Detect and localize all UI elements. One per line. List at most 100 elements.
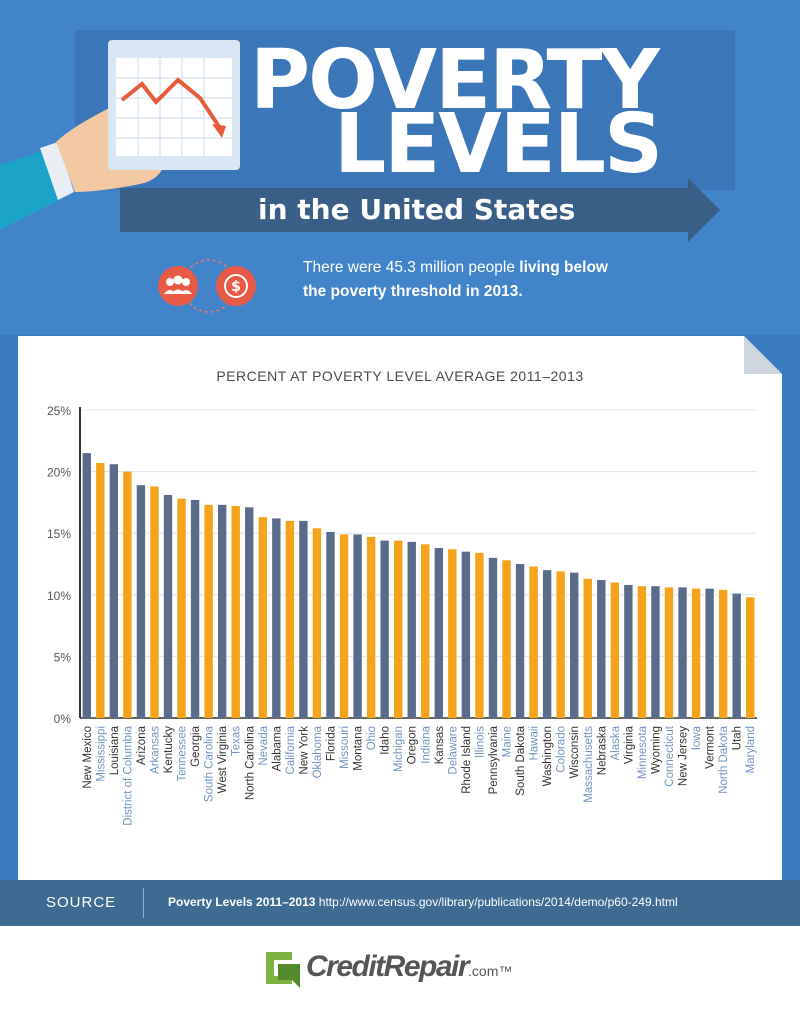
x-tick-label: Florida: [325, 725, 337, 761]
bar: [190, 499, 200, 718]
x-tick-label: Idaho: [380, 726, 392, 755]
x-tick-label: Virginia: [623, 725, 635, 764]
x-tick-label: North Dakota: [718, 725, 730, 793]
bar: [529, 566, 538, 718]
source-title: Poverty Levels 2011–2013: [168, 895, 316, 909]
x-tick-label: Alaska: [610, 725, 622, 760]
x-tick-label: West Virginia: [217, 725, 229, 793]
x-tick-label: Vermont: [705, 725, 717, 769]
bar: [583, 578, 592, 718]
bar: [678, 587, 687, 718]
bar: [624, 584, 633, 718]
page-subtitle: in the United States: [258, 193, 576, 226]
x-tick-label: Rhode Island: [461, 726, 473, 794]
people-group-icon: $: [158, 259, 256, 313]
bar: [597, 580, 606, 718]
y-tick-label: 15%: [47, 527, 71, 541]
bar: [570, 572, 579, 718]
x-tick-label: Delaware: [447, 726, 459, 775]
x-tick-label: Colorado: [556, 726, 568, 773]
bar: [488, 557, 498, 718]
y-tick-label: 5%: [54, 650, 72, 664]
bar: [96, 462, 105, 718]
bar: [718, 589, 728, 718]
bar: [421, 544, 430, 718]
bar: [353, 534, 362, 718]
page-title-line2: LEVELS: [334, 97, 663, 192]
poverty-stat-text: There were 45.3 million people living be…: [303, 259, 608, 300]
x-tick-label: Wisconsin: [569, 726, 581, 778]
bar: [542, 570, 552, 718]
bar: [610, 582, 620, 718]
x-tick-label: Maine: [502, 726, 514, 757]
poverty-bar-chart: 0% 5% 10% 15% 20% 25% New Mexico Mississippi Lou…: [47, 404, 757, 826]
x-tick-label: Kentucky: [163, 726, 175, 774]
bar: [150, 486, 159, 718]
bar: [434, 547, 444, 718]
y-tick-label: 20%: [47, 466, 71, 480]
bar: [556, 571, 565, 718]
bar: [163, 495, 173, 718]
bar: [366, 536, 376, 718]
x-tick-label: Nevada: [258, 725, 270, 765]
source-citation: Poverty Levels 2011–2013 http://www.cens…: [168, 895, 678, 909]
x-tick-label: Alabama: [271, 725, 283, 771]
x-tick-label: Kansas: [434, 726, 446, 765]
source-band: SOURCE Poverty Levels 2011–2013 http://w…: [0, 880, 800, 926]
bar: [82, 453, 91, 718]
bar: [299, 520, 308, 718]
bar: [312, 528, 322, 718]
bar: [705, 588, 714, 718]
subtitle-arrow-banner: [120, 178, 720, 242]
bar: [664, 587, 674, 718]
bar: [515, 564, 525, 718]
bar: [393, 540, 403, 718]
x-tick-label: Utah: [732, 726, 744, 750]
x-tick-label: Minnesota: [637, 725, 649, 779]
x-tick-label: Oklahoma: [312, 725, 324, 778]
x-tick-label: Pennsylvania: [488, 725, 500, 794]
page-title-line1: POVERTY: [250, 33, 660, 128]
x-tick-label: Louisiana: [109, 725, 121, 775]
creditrepair-logo-icon: [266, 952, 300, 988]
x-tick-label: District of Columbia: [122, 725, 134, 825]
bar: [272, 518, 281, 718]
bar: [475, 552, 484, 718]
bar: [177, 498, 186, 718]
y-tick-label: 0%: [54, 712, 72, 726]
page-fold-corner: [744, 336, 782, 374]
x-tick-label: South Carolina: [204, 725, 216, 802]
x-tick-label: Illinois: [474, 726, 486, 758]
x-tick-label: North Carolina: [244, 725, 256, 800]
bar: [380, 540, 389, 718]
bar: [245, 507, 254, 718]
x-tick-label: Mississippi: [95, 726, 107, 782]
bar: [231, 506, 240, 718]
bar: [637, 586, 647, 718]
bar: [285, 520, 295, 718]
x-tick-label: New Jersey: [678, 726, 690, 786]
x-tick-label: New Mexico: [82, 726, 94, 789]
chart-down-icon: [108, 40, 240, 170]
x-tick-label: Indiana: [420, 725, 432, 763]
y-tick-label: 10%: [47, 589, 71, 603]
x-tick-label: California: [285, 725, 297, 774]
x-tick-label: Michigan: [393, 726, 405, 772]
x-tick-label: Hawaii: [529, 726, 541, 761]
bar: [217, 504, 227, 718]
bar: [691, 588, 701, 718]
x-tick-label: Arkansas: [149, 726, 161, 774]
source-label: SOURCE: [46, 894, 117, 911]
source-url[interactable]: http://www.census.gov/library/publicatio…: [318, 895, 678, 909]
bar: [136, 485, 146, 718]
y-tick-label: 25%: [47, 404, 71, 418]
bar: [502, 560, 511, 718]
x-tick-label: Iowa: [691, 725, 703, 750]
bar: [339, 534, 349, 718]
x-tick-label: Ohio: [366, 726, 378, 750]
source-divider: [143, 888, 144, 918]
x-tick-label: Nebraska: [596, 725, 608, 775]
chart-title: PERCENT AT POVERTY LEVEL AVERAGE 2011–20…: [216, 368, 584, 384]
bar: [732, 593, 741, 718]
bar: [651, 586, 660, 718]
